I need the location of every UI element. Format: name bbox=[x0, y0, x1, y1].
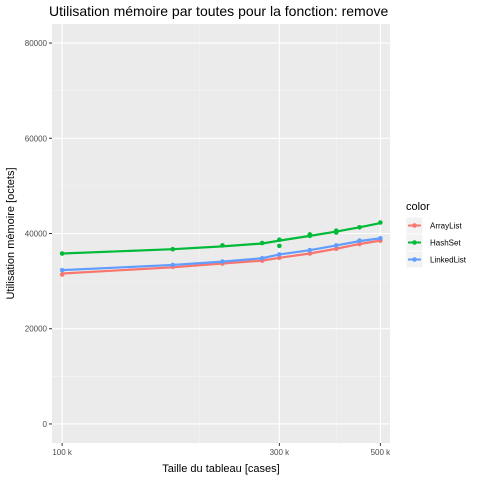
data-point-linkedlist bbox=[259, 255, 265, 261]
data-point-hashset bbox=[357, 225, 362, 230]
legend-point-hashset bbox=[412, 240, 417, 245]
data-point-arraylist bbox=[59, 272, 65, 277]
legend-title: color bbox=[406, 201, 430, 213]
data-point-arraylist bbox=[307, 251, 313, 256]
data-point-hashset bbox=[220, 243, 225, 248]
data-point-linkedlist bbox=[333, 243, 339, 248]
data-point-hashset bbox=[378, 220, 383, 225]
data-point-linkedlist bbox=[357, 238, 362, 243]
x-tick-label: 500 k bbox=[371, 448, 392, 457]
data-point-linkedlist bbox=[170, 262, 176, 268]
legend-label-hashset: HashSet bbox=[430, 239, 461, 248]
data-point-hashset bbox=[170, 246, 176, 252]
data-point-hashset bbox=[59, 251, 65, 256]
data-point-linkedlist bbox=[220, 259, 225, 264]
data-point-linkedlist bbox=[59, 267, 65, 273]
legend-label-arraylist: ArrayList bbox=[430, 222, 462, 231]
legend: color ArrayList HashSet LinkedList bbox=[405, 201, 467, 269]
x-tick-label: 300 k bbox=[270, 448, 291, 457]
data-point-arraylist bbox=[277, 255, 282, 261]
y-tick-label: 0 bbox=[43, 420, 48, 429]
grid bbox=[52, 24, 390, 443]
data-point-linkedlist bbox=[277, 252, 282, 257]
axes: 0 20000 40000 60000 80000 100 k 300 k 500 k bbox=[25, 39, 391, 457]
y-axis-title: Utilisation mémoire [octets] bbox=[5, 167, 17, 299]
data-point-hashset bbox=[277, 237, 282, 242]
y-tick-label: 80000 bbox=[25, 39, 48, 48]
y-tick-label: 40000 bbox=[25, 230, 48, 239]
data-point-hashset bbox=[277, 243, 282, 249]
legend-item-linkedlist: LinkedList bbox=[405, 250, 467, 269]
y-tick-label: 60000 bbox=[25, 134, 48, 143]
legend-point-linkedlist bbox=[412, 257, 417, 262]
series-linkedlist bbox=[59, 235, 383, 273]
series-layer bbox=[59, 220, 383, 277]
legend-point-arraylist bbox=[412, 223, 417, 228]
data-point-hashset bbox=[333, 230, 339, 235]
data-point-arraylist bbox=[333, 246, 339, 252]
data-point-linkedlist bbox=[307, 247, 313, 253]
series-hashset bbox=[59, 220, 383, 256]
x-axis-title: Taille du tableau [cases] bbox=[162, 463, 279, 475]
data-point-arraylist bbox=[357, 241, 362, 247]
data-point-hashset bbox=[307, 232, 313, 237]
x-tick-label: 100 k bbox=[52, 448, 73, 457]
chart-title: Utilisation mémoire par toutes pour la f… bbox=[49, 3, 388, 19]
data-point-linkedlist bbox=[378, 235, 383, 241]
legend-item-hashset: HashSet bbox=[405, 233, 461, 252]
y-tick-label: 20000 bbox=[25, 325, 48, 334]
legend-label-linkedlist: LinkedList bbox=[430, 256, 467, 265]
data-point-hashset bbox=[259, 240, 265, 246]
